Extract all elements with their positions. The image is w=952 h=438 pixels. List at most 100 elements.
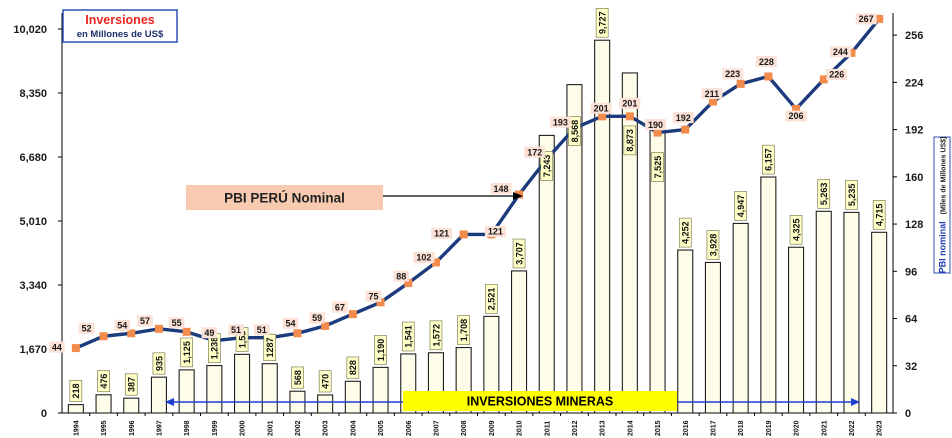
bar-value-label-box — [97, 370, 110, 393]
x-tick-label: 2006 — [406, 420, 413, 436]
pbi-marker — [459, 230, 468, 239]
pbi-value-label: 121 — [488, 227, 503, 237]
bar-value-label: 4,715 — [874, 204, 884, 227]
pbi-marker — [625, 112, 634, 121]
bar-value-label: 935 — [154, 356, 164, 371]
pbi-marker — [99, 332, 108, 341]
pbi-marker — [182, 327, 191, 336]
bar — [677, 249, 694, 414]
title-box-frame — [62, 9, 178, 43]
pbi-marker — [127, 329, 136, 338]
bar — [621, 72, 638, 414]
bar — [178, 369, 195, 414]
bar-value-label-box — [291, 366, 304, 389]
pbi-value-label-box — [332, 301, 348, 313]
y-right-tick-label: 224 — [905, 77, 924, 89]
x-tick-label: 2000 — [240, 420, 247, 436]
pbi-value-label-box — [830, 46, 851, 58]
chart-subtitle: en Millones de US$ — [77, 29, 164, 40]
bar — [206, 365, 223, 414]
pbi-value-label-box — [672, 112, 694, 124]
x-tick-label: 2015 — [655, 420, 662, 436]
bar-value-label: 8,873 — [625, 129, 635, 152]
bar-value-label: 4,947 — [736, 195, 746, 218]
x-tick-label: 1998 — [184, 420, 191, 436]
mineras-annotation: INVERSIONES MINERAS — [165, 391, 860, 411]
x-tick-label: 2002 — [295, 420, 302, 436]
bar — [234, 353, 251, 414]
pbi-marker — [71, 344, 80, 353]
x-tick-label: 2016 — [683, 420, 690, 436]
pbi-value-label: 59 — [312, 313, 322, 323]
pbi-value-label: 193 — [553, 117, 568, 127]
y-right-tick-label: 96 — [905, 266, 917, 278]
pbi-value-label-box — [49, 341, 65, 353]
bar-value-label-box — [429, 320, 443, 351]
x-tick-label: 2012 — [572, 420, 579, 436]
y-right-tick-label: 0 — [905, 408, 911, 420]
pbi-value-label-box — [253, 324, 270, 336]
pbi-value-label: 244 — [833, 47, 848, 57]
x-tick-label: 2019 — [766, 420, 773, 436]
pbi-value-label-box — [201, 327, 218, 339]
bar-value-label-box — [374, 335, 387, 365]
bar — [95, 394, 112, 414]
pbi-value-label-box — [228, 324, 244, 336]
right-axis-title-sub: (Miles de Millones US$) — [941, 137, 948, 215]
bar-value-label-box — [651, 152, 664, 182]
pbi-value-label: 190 — [648, 120, 663, 130]
pbi-line-path — [74, 17, 881, 350]
pbi-value-label-box — [484, 225, 506, 237]
pbi-value-label: 55 — [172, 318, 182, 328]
pbi-value-label-box — [755, 55, 777, 67]
bar-value-label: 1,572 — [431, 324, 441, 347]
bar — [344, 380, 361, 414]
pbi-marker — [404, 279, 413, 288]
pbi-value-label-box — [413, 251, 435, 263]
bar — [871, 231, 888, 414]
mineras-arrowhead-left — [165, 398, 174, 406]
bar-value-label-box — [180, 337, 193, 368]
pbi-value-label-box — [365, 290, 382, 302]
bar-value-label-box — [485, 284, 498, 314]
pbi-value-label-box — [524, 146, 546, 158]
pbi-marker — [681, 125, 690, 134]
pbi-value-label-box — [168, 317, 185, 329]
bar — [732, 222, 749, 414]
bar-value-label-box — [124, 373, 138, 396]
bar-value-label-box — [69, 380, 83, 402]
bar — [538, 134, 555, 414]
chart-title: Inversiones — [85, 13, 155, 27]
x-tick-label: 2008 — [461, 420, 468, 436]
y-left-tick-label: 10,020 — [13, 24, 47, 36]
y-right-tick-label: 128 — [905, 219, 923, 231]
pbi-value-label-box — [393, 270, 410, 282]
pbi-marker — [431, 258, 440, 267]
pbi-marker — [708, 97, 717, 106]
pbi-value-label-box — [137, 315, 153, 327]
pbi-value-label-box — [855, 13, 877, 25]
y-left-tick-label: 8,350 — [19, 88, 47, 100]
bar — [815, 210, 832, 414]
bar — [760, 176, 777, 414]
pbi-value-label-box — [78, 322, 95, 334]
pbi-value-label: 54 — [285, 319, 295, 329]
bar-value-label: 1,708 — [459, 319, 469, 342]
title-box: Inversiones en Millones de US$ — [62, 9, 178, 43]
bar-value-label: 387 — [127, 377, 137, 392]
bar-value-label: 1287 — [265, 337, 275, 357]
bar — [787, 246, 805, 414]
bar-value-label: 9,727 — [597, 11, 607, 34]
x-tick-label: 2021 — [821, 420, 828, 436]
mineras-annotation-box — [403, 391, 677, 411]
bar-value-label: 470 — [320, 374, 330, 389]
bar — [510, 270, 528, 414]
bar — [261, 363, 278, 414]
x-tick-label: 1995 — [101, 420, 108, 436]
x-tick-label: 2013 — [600, 420, 607, 436]
bar-value-label: 7,525 — [653, 156, 663, 179]
pbi-value-label-box — [785, 110, 807, 122]
investment-bars — [67, 39, 888, 414]
x-tick-label: 2018 — [738, 420, 745, 436]
